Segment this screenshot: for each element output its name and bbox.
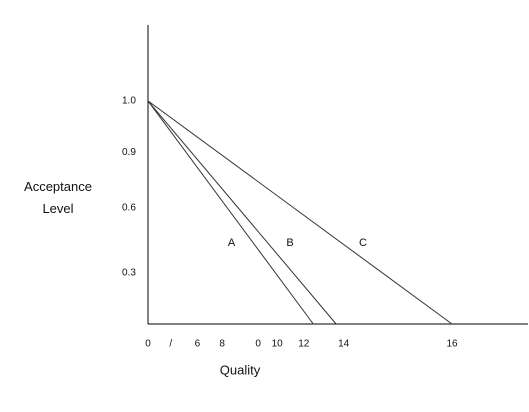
series-line xyxy=(147,100,453,325)
x-tick-label: 10 xyxy=(272,339,284,350)
y-tick-label: 0.9 xyxy=(122,147,136,158)
series-line xyxy=(147,100,337,325)
x-tick-label: 14 xyxy=(338,339,350,350)
x-tick-label: 0 xyxy=(255,339,261,350)
x-tick-label: / xyxy=(169,339,172,350)
x-tick-label: 0 xyxy=(145,339,151,350)
x-tick-label: 12 xyxy=(298,339,310,350)
x-tick-label: 16 xyxy=(446,339,458,350)
x-tick-label: 8 xyxy=(219,339,225,350)
series-label: B xyxy=(286,237,293,249)
series-label: C xyxy=(359,237,367,249)
y-axis-title: Acceptance Level xyxy=(24,179,92,216)
x-axis-title: Quality xyxy=(220,362,261,377)
x-tick-label: 6 xyxy=(195,339,201,350)
y-tick-label: 1.0 xyxy=(122,96,136,107)
y-tick-label: 0.6 xyxy=(122,203,136,214)
y-tick-label: 0.3 xyxy=(122,267,136,278)
series-label: A xyxy=(228,237,236,249)
series-line xyxy=(147,100,314,325)
